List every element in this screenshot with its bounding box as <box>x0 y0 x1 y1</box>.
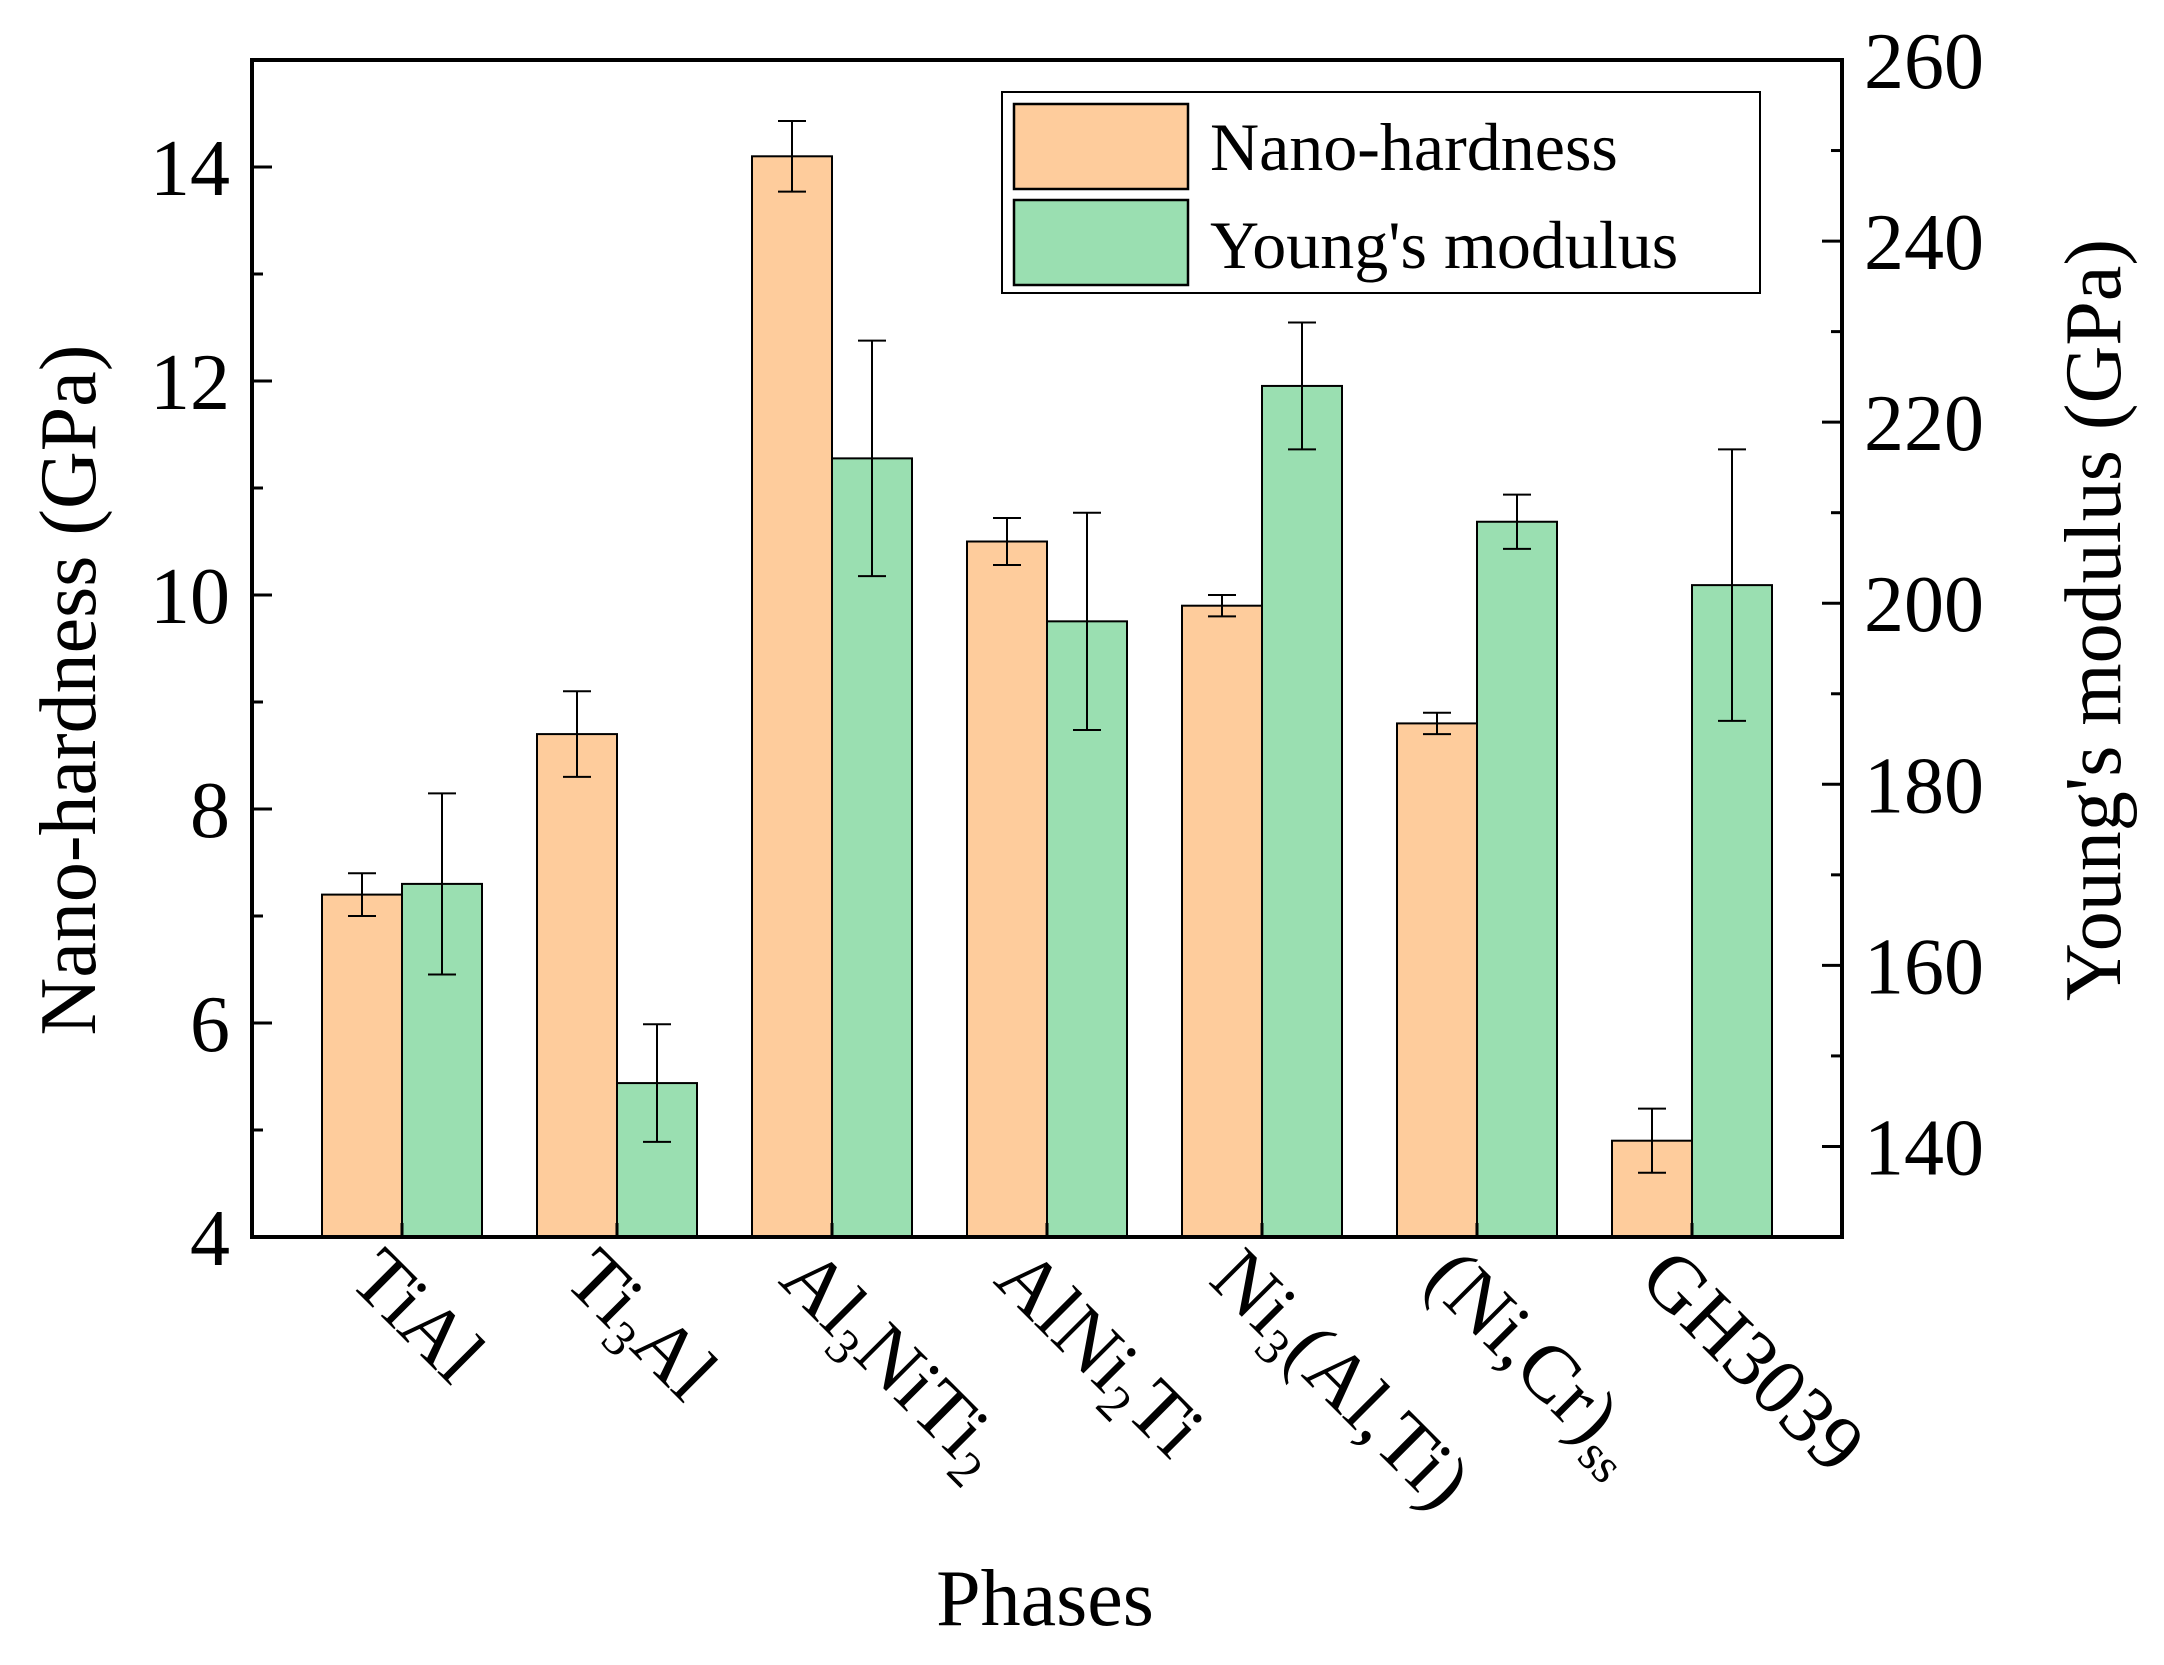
error-bar-youngs-modulus-5 <box>1503 493 1531 550</box>
legend-label-youngs-modulus: Young's modulus <box>1210 207 1678 283</box>
bar-youngs-modulus-5 <box>1476 520 1558 1238</box>
bar-youngs-modulus-4 <box>1261 384 1343 1238</box>
y-left-tick-label: 6 <box>190 981 230 1069</box>
x-tick-label-part: TiAl <box>334 1233 501 1400</box>
y-right-tick-label: 240 <box>1864 199 1984 287</box>
x-tick-label-1: Ti3Al <box>543 1233 734 1424</box>
legend: Nano-hardness Young's modulus <box>1001 91 1761 294</box>
error-bar-youngs-modulus-6 <box>1718 448 1746 722</box>
x-axis-label: Phases <box>936 1555 1154 1643</box>
bar-nano-hardness-1 <box>536 733 618 1238</box>
x-tick-label-2: Al3NiTi2 <box>758 1233 1023 1498</box>
y-axis-right-label: Young's modulus (GPa) <box>2050 239 2138 1001</box>
bar-nano-hardness-2 <box>751 155 833 1238</box>
y-left-tick-label: 8 <box>190 767 230 855</box>
x-tick-label-3: AlNi2Ti <box>973 1233 1221 1481</box>
error-bar-nano-hardness-4 <box>1208 594 1236 618</box>
y-right-tick-label: 260 <box>1864 18 1984 106</box>
error-bar-youngs-modulus-4 <box>1288 321 1316 451</box>
bar-nano-hardness-3 <box>966 540 1048 1238</box>
y-left-tick-label: 10 <box>150 553 230 641</box>
y-left-tick-label: 12 <box>150 339 230 427</box>
bar-nano-hardness-4 <box>1181 604 1263 1238</box>
x-tick-label-part: GH3039 <box>1624 1233 1881 1490</box>
error-bar-nano-hardness-3 <box>993 516 1021 567</box>
error-bar-nano-hardness-2 <box>778 119 806 193</box>
error-bar-youngs-modulus-2 <box>858 339 886 578</box>
y-right-tick-label: 140 <box>1864 1104 1984 1192</box>
y-left-tick-label: 14 <box>150 125 230 213</box>
error-bar-youngs-modulus-1 <box>643 1023 671 1143</box>
y-right-tick-label: 220 <box>1864 380 1984 468</box>
bar-nano-hardness-0 <box>321 893 403 1238</box>
error-bar-nano-hardness-6 <box>1638 1107 1666 1174</box>
x-tick-label-6: GH3039 <box>1624 1233 1881 1490</box>
y-right-tick-label: 160 <box>1864 923 1984 1011</box>
error-bar-youngs-modulus-0 <box>428 792 456 976</box>
legend-label-nano-hardness: Nano-hardness <box>1210 109 1618 185</box>
x-tick-labels: TiAl Ti3AlAl3NiTi2AlNi2TiNi3(Al,Ti)(Ni,Cr… <box>334 1233 1881 1526</box>
legend-swatch-nano-hardness <box>1012 102 1190 191</box>
error-bar-youngs-modulus-3 <box>1073 511 1101 731</box>
error-bar-nano-hardness-0 <box>348 872 376 917</box>
bar-nano-hardness-5 <box>1396 722 1478 1238</box>
bars-layer <box>321 155 1773 1239</box>
error-bar-nano-hardness-1 <box>563 690 591 778</box>
legend-swatch-youngs-modulus <box>1012 198 1190 287</box>
x-tick-label-0: TiAl <box>334 1233 501 1400</box>
y-right-tick-label: 180 <box>1864 742 1984 830</box>
bar-youngs-modulus-2 <box>831 457 913 1239</box>
error-bar-nano-hardness-5 <box>1423 711 1451 736</box>
ticks-layer: 4 6 8 10 12 14 140 160 180 200 220 240 260 <box>150 18 1984 1283</box>
y-axis-left-label: Nano-hardness (GPa) <box>25 345 113 1036</box>
error-bars-layer <box>348 119 1746 1174</box>
y-right-tick-label: 200 <box>1864 561 1984 649</box>
y-left-tick-label: 4 <box>190 1195 230 1283</box>
